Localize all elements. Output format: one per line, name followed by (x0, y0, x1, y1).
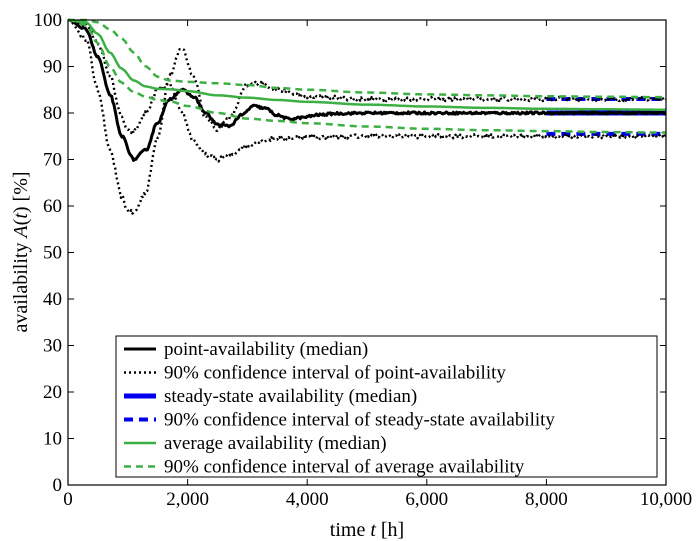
series-0 (67, 18, 667, 162)
x-axis-label-variable: t (370, 519, 376, 541)
series-4-line (67, 18, 667, 111)
y-axis-label-suffix: ) [%] (10, 171, 32, 213)
legend-label: 90% confidence interval of average avail… (164, 457, 525, 478)
legend-item: 90% confidence interval of steady-state … (124, 410, 555, 431)
x-tick-label: 4,000 (286, 489, 329, 510)
y-tick-label: 50 (43, 243, 62, 264)
series-layer (67, 18, 668, 215)
series-5-lower-line (67, 18, 666, 134)
legend-item: 90% confidence interval of average avail… (124, 457, 525, 478)
legend-item: point-availability (median) (124, 339, 368, 360)
ticks-layer: 0 2,000 4,000 6,000 8,000 10,000 0 10 20 30 40 50 60… (34, 10, 693, 510)
series-0-line (67, 18, 667, 162)
legend-item: 90% confidence interval of point-availab… (124, 363, 506, 384)
y-tick-label: 10 (43, 429, 62, 450)
legend: point-availability (median) 90% confidenc… (115, 335, 658, 478)
y-axis-label-variable-2: t (10, 213, 32, 219)
x-tick-label: 0 (63, 489, 73, 510)
legend-item: steady-state availability (median) (124, 386, 417, 407)
x-axis-label: time t [h] (330, 519, 404, 541)
y-axis-label-variable: A (10, 225, 32, 240)
x-tick-label: 2,000 (166, 489, 209, 510)
series-3 (544, 97, 668, 136)
series-5 (67, 18, 666, 134)
y-tick-label: 0 (53, 475, 63, 496)
series-1-lower-line (67, 18, 668, 163)
series-1-upper-line (67, 18, 667, 215)
legend-label: average availability (median) (164, 433, 387, 454)
y-tick-label: 100 (34, 10, 63, 31)
y-tick-label: 30 (43, 336, 62, 357)
legend-box (115, 335, 658, 478)
legend-label: point-availability (median) (164, 339, 368, 360)
legend-item: average availability (median) (124, 433, 387, 454)
legend-label: steady-state availability (median) (164, 386, 417, 407)
x-tick-label: 10,000 (640, 489, 692, 510)
y-tick-label: 80 (43, 103, 62, 124)
series-1 (67, 18, 668, 215)
x-tick-label: 8,000 (525, 489, 568, 510)
x-axis-label-suffix: [h] (376, 519, 404, 541)
series-5-upper-line (68, 18, 666, 99)
y-axis-label-paren: ( (10, 218, 32, 225)
y-tick-label: 20 (43, 382, 62, 403)
y-axis-label-prefix: availability (10, 238, 32, 333)
y-tick-label: 70 (43, 150, 62, 171)
legend-label: 90% confidence interval of point-availab… (164, 363, 506, 384)
legend-label: 90% confidence interval of steady-state … (164, 410, 555, 431)
y-tick-label: 90 (43, 57, 62, 78)
y-axis-label: availability A(t) [%] (10, 171, 32, 332)
y-tick-label: 40 (43, 289, 62, 310)
x-axis-label-prefix: time (330, 519, 371, 541)
x-tick-label: 6,000 (405, 489, 448, 510)
y-tick-label: 60 (43, 196, 62, 217)
series-4 (67, 18, 667, 111)
